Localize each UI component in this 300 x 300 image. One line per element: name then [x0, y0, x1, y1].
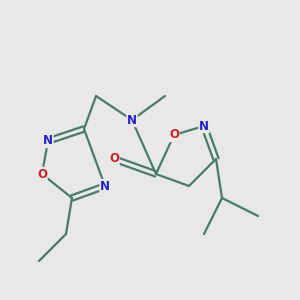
Text: O: O: [37, 167, 47, 181]
Text: O: O: [169, 128, 179, 142]
Text: N: N: [43, 134, 53, 148]
Text: O: O: [109, 152, 119, 166]
Text: N: N: [199, 119, 209, 133]
Text: N: N: [127, 113, 137, 127]
Text: N: N: [100, 179, 110, 193]
